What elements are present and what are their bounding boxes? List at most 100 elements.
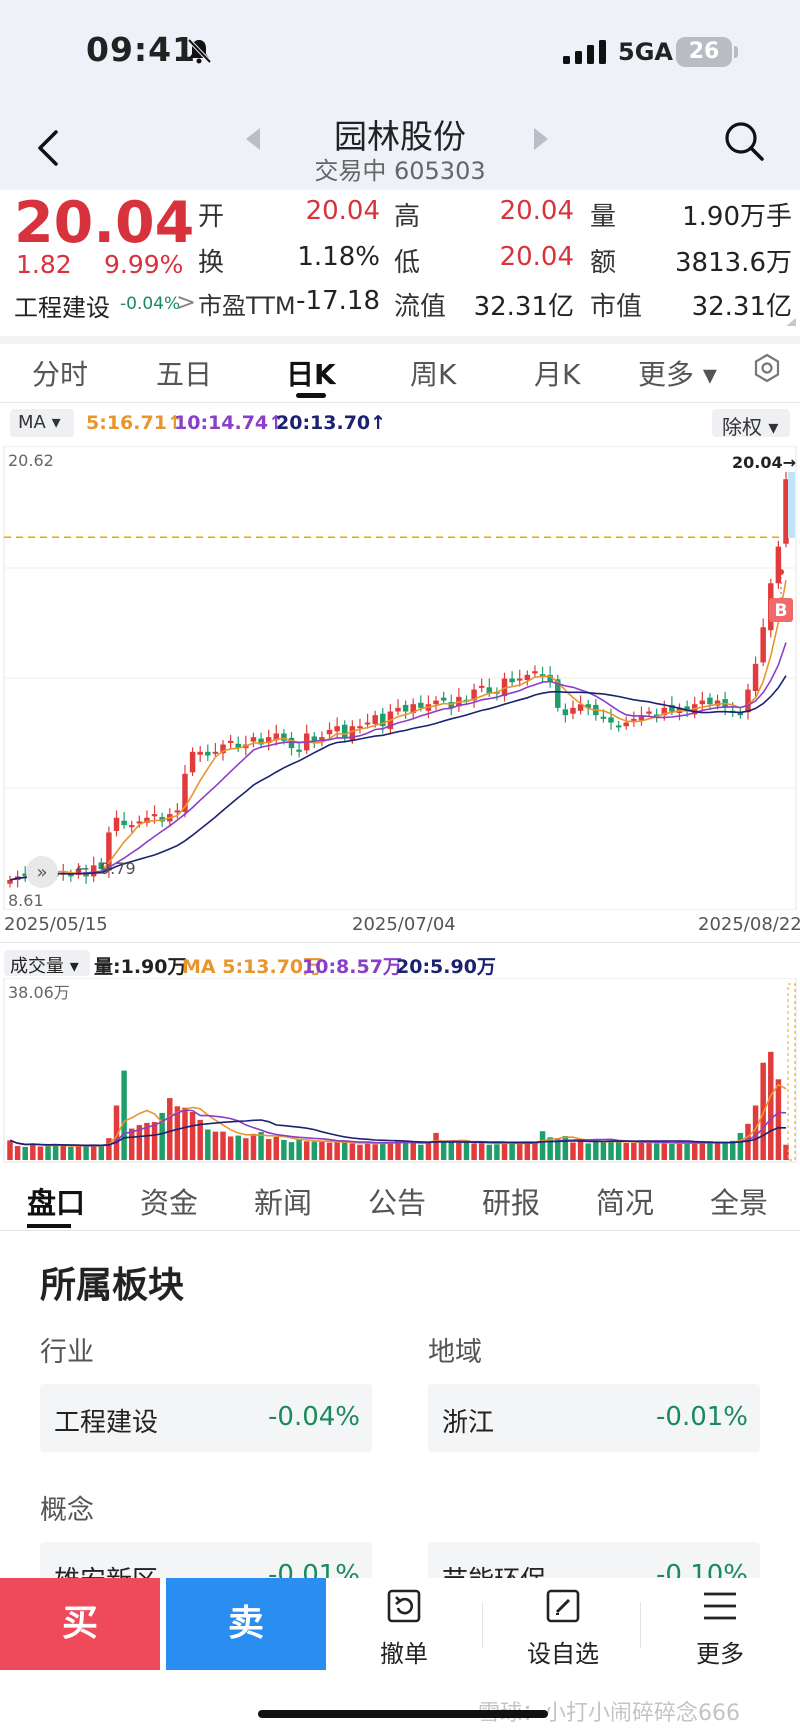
tab-monthly-k[interactable]: 月K xyxy=(534,358,581,391)
settings-hexagon-icon[interactable] xyxy=(752,353,782,383)
volume-bar xyxy=(448,1141,454,1160)
more-button[interactable]: 更多 xyxy=(660,1588,780,1669)
bottom-action-bar: 买 卖 撤单 设自选 更多 雪球：小打小闹碎碎念666 xyxy=(0,1578,800,1734)
last-price: 20.04 xyxy=(14,190,195,256)
region-card[interactable]: 浙江 -0.01% xyxy=(428,1384,760,1452)
volume-selector[interactable]: 成交量 ▾ xyxy=(4,950,90,977)
volume-bar xyxy=(486,1144,493,1160)
candle-body xyxy=(737,711,744,716)
candle-body xyxy=(661,707,668,716)
candle-body xyxy=(402,704,409,712)
candlestick-chart[interactable]: 20.62 8.61 20.04→ B » 9.79 ← xyxy=(0,446,800,910)
search-icon[interactable] xyxy=(723,120,765,162)
volume-bar xyxy=(334,1142,340,1160)
volume-label: 量 xyxy=(590,202,617,232)
volume-bar xyxy=(638,1142,645,1160)
volume-bar xyxy=(136,1125,143,1160)
candle-body xyxy=(342,724,348,738)
tab-daily-k[interactable]: 日K xyxy=(286,358,336,391)
volume-bar xyxy=(555,1139,561,1160)
volume-bar xyxy=(60,1146,66,1160)
open-value: 20.04 xyxy=(305,196,380,226)
candle-body xyxy=(189,751,196,773)
volume-bar xyxy=(303,1141,310,1160)
section-gap xyxy=(0,336,800,344)
add-watchlist-button[interactable]: 设自选 xyxy=(503,1588,623,1669)
candle-body xyxy=(174,810,181,813)
adjust-selector[interactable]: 除权 ▾ xyxy=(712,409,790,439)
volume-bar xyxy=(68,1146,74,1160)
volume-bar xyxy=(516,1143,523,1160)
candle-body xyxy=(623,722,629,727)
volume-bar xyxy=(623,1142,629,1160)
volume-max-label: 38.06万 xyxy=(8,983,70,1002)
tab-minute[interactable]: 分时 xyxy=(32,358,89,391)
candle-body xyxy=(265,737,272,744)
volume-bar xyxy=(205,1129,211,1160)
tab-announcements[interactable]: 公告 xyxy=(368,1186,427,1220)
stock-title: 园林股份 xyxy=(334,117,466,156)
tab-overview[interactable]: 全景 xyxy=(710,1186,769,1220)
volume-chart[interactable]: 38.06万 xyxy=(0,978,800,1164)
collapse-button xyxy=(26,856,58,888)
candle-body xyxy=(585,704,591,708)
tab-news[interactable]: 新闻 xyxy=(254,1186,313,1220)
industry-card[interactable]: 工程建设 -0.04% xyxy=(40,1384,372,1452)
volume-bar xyxy=(372,1144,378,1160)
date-start: 2025/05/15 xyxy=(4,914,108,935)
volume-bar xyxy=(752,1105,759,1160)
tab-five-day[interactable]: 五日 xyxy=(156,358,213,391)
volume-bar xyxy=(98,1146,105,1160)
volume-bar xyxy=(319,1141,325,1160)
prev-stock-icon[interactable] xyxy=(246,128,260,150)
low-arrow-icon: ← xyxy=(76,859,89,878)
market-cap-label: 市值 xyxy=(590,292,643,322)
candle-body xyxy=(395,707,401,712)
float-cap-label: 流值 xyxy=(394,292,447,322)
tab-research[interactable]: 研报 xyxy=(482,1186,541,1220)
date-end: 2025/08/22 xyxy=(698,914,800,935)
price-max-label: 20.62 xyxy=(8,451,54,470)
candle-body xyxy=(90,865,97,877)
tab-order-book[interactable]: 盘口 xyxy=(27,1186,86,1220)
ma-selector[interactable]: MA ▾ xyxy=(10,409,74,437)
back-arrow-icon[interactable] xyxy=(36,128,60,168)
volume-bar xyxy=(478,1141,485,1160)
volume-bar xyxy=(90,1145,97,1160)
volume-bar xyxy=(296,1139,302,1160)
candle-body xyxy=(646,711,652,714)
tabs-divider xyxy=(0,402,800,403)
volume-bar xyxy=(600,1142,607,1160)
next-stock-icon[interactable] xyxy=(534,128,548,150)
candle-body xyxy=(707,697,713,705)
tab-profile[interactable]: 简况 xyxy=(596,1186,655,1220)
tab-capital[interactable]: 资金 xyxy=(140,1186,199,1220)
industry-link[interactable]: 工程建设 xyxy=(14,294,110,322)
region-card-pct: -0.01% xyxy=(656,1402,748,1432)
candle-body xyxy=(532,671,538,674)
market-cap-value: 32.31亿 xyxy=(691,292,792,322)
candle-body xyxy=(227,740,234,744)
vol-ma10: 10:8.57万 xyxy=(302,956,402,978)
date-mid: 2025/07/04 xyxy=(352,914,456,935)
info-tabs: 盘口 资金 新闻 公告 研报 简况 全景 xyxy=(0,1172,800,1232)
volume-bar xyxy=(281,1139,287,1160)
home-indicator[interactable] xyxy=(258,1710,548,1718)
sell-button[interactable]: 卖 xyxy=(166,1578,326,1670)
volume-bar xyxy=(243,1138,249,1160)
volume-bar xyxy=(220,1131,226,1160)
candle-body xyxy=(258,738,264,745)
volume-bar xyxy=(151,1122,158,1160)
buy-button[interactable]: 买 xyxy=(0,1578,160,1670)
tab-more[interactable]: 更多 ▾ xyxy=(638,358,717,391)
candle-body xyxy=(128,825,135,828)
expand-corner-icon[interactable] xyxy=(786,318,796,326)
volume-bar xyxy=(265,1139,272,1160)
toolbar-separator xyxy=(640,1602,641,1648)
cancel-order-button[interactable]: 撤单 xyxy=(344,1588,464,1669)
open-label: 开 xyxy=(198,202,225,232)
volume-bar xyxy=(463,1142,470,1160)
tab-weekly-k[interactable]: 周K xyxy=(410,358,457,391)
candle-body xyxy=(555,679,561,708)
candle-body xyxy=(653,714,660,717)
